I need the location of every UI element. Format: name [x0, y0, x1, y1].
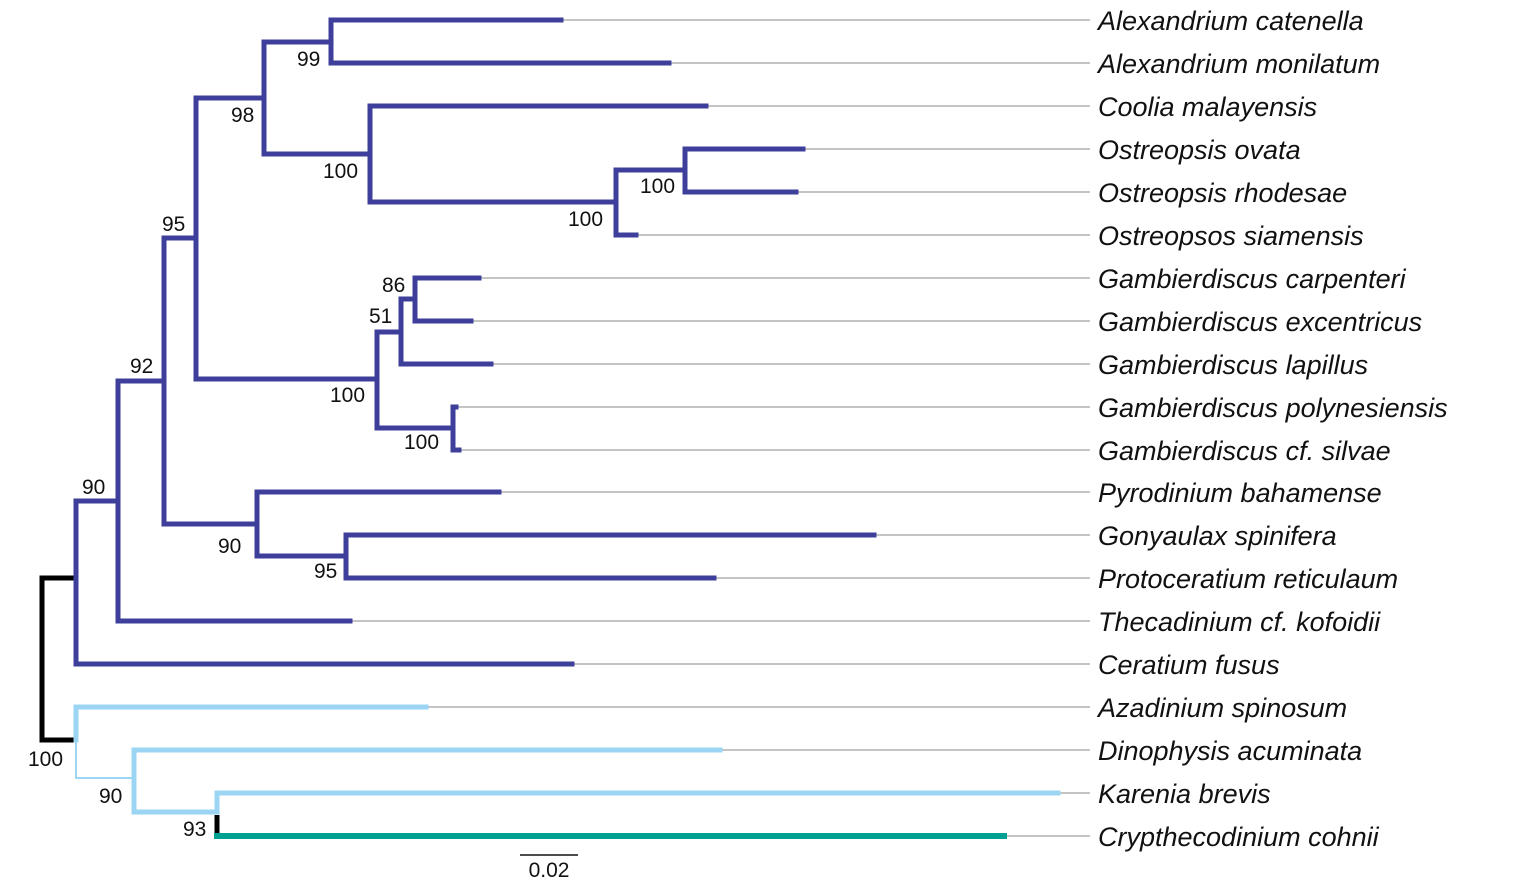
support-value: 90	[82, 476, 105, 499]
support-value: 90	[99, 785, 122, 808]
support-value: 99	[297, 48, 320, 71]
scale-bar: 0.02	[520, 854, 578, 882]
taxon-label: Gonyaulax spinifera	[1098, 521, 1337, 551]
support-value: 90	[218, 535, 241, 558]
taxon-label: Thecadinium cf. kofoidii	[1098, 607, 1381, 637]
support-value: 93	[183, 818, 206, 841]
taxon-label: Gambierdiscus excentricus	[1098, 307, 1422, 337]
taxon-label: Coolia malayensis	[1098, 92, 1317, 122]
support-value: 100	[330, 384, 365, 407]
taxon-label: Karenia brevis	[1098, 779, 1271, 809]
tip-guide-lines	[350, 19, 1090, 837]
taxon-label: Alexandrium monilatum	[1096, 49, 1380, 79]
taxon-label: Ostreopsos siamensis	[1098, 221, 1364, 251]
support-value: 100	[404, 431, 439, 454]
taxon-label: Protoceratium reticulaum	[1098, 564, 1398, 594]
support-values: 99 98 100 100 100 95 86 51 100 100 92 90…	[28, 48, 675, 841]
taxon-label: Gambierdiscus lapillus	[1098, 350, 1368, 380]
support-value: 98	[231, 104, 254, 127]
support-value: 95	[314, 560, 337, 583]
taxon-labels: Alexandrium catenella Alexandrium monila…	[1096, 6, 1448, 852]
support-value: 51	[369, 305, 392, 328]
taxon-label: Pyrodinium bahamense	[1098, 478, 1382, 508]
taxon-label: Ostreopsis rhodesae	[1098, 178, 1347, 208]
taxon-label: Crypthecodinium cohnii	[1098, 822, 1380, 852]
taxon-label: Gambierdiscus cf. silvae	[1098, 436, 1391, 466]
root-branch	[39, 575, 79, 743]
taxon-label: Ostreopsis ovata	[1098, 135, 1301, 165]
scale-bar-label: 0.02	[529, 859, 570, 882]
taxon-label: Ceratium fusus	[1098, 650, 1280, 680]
taxon-label: Azadinium spinosum	[1096, 693, 1347, 723]
support-value: 100	[568, 208, 603, 231]
taxon-label: Dinophysis acuminata	[1098, 736, 1362, 766]
light-clade-branches	[73, 704, 1061, 815]
support-value: 86	[382, 274, 405, 297]
support-value: 95	[162, 213, 185, 236]
support-value: 92	[130, 355, 153, 378]
support-value: 100	[28, 748, 63, 771]
dark-clade-branches	[73, 17, 877, 667]
taxon-label: Alexandrium catenella	[1096, 6, 1364, 36]
support-value: 100	[323, 160, 358, 183]
taxon-label: Gambierdiscus carpenteri	[1098, 264, 1407, 294]
support-value: 100	[640, 175, 675, 198]
taxon-label: Gambierdiscus polynesiensis	[1098, 393, 1448, 423]
